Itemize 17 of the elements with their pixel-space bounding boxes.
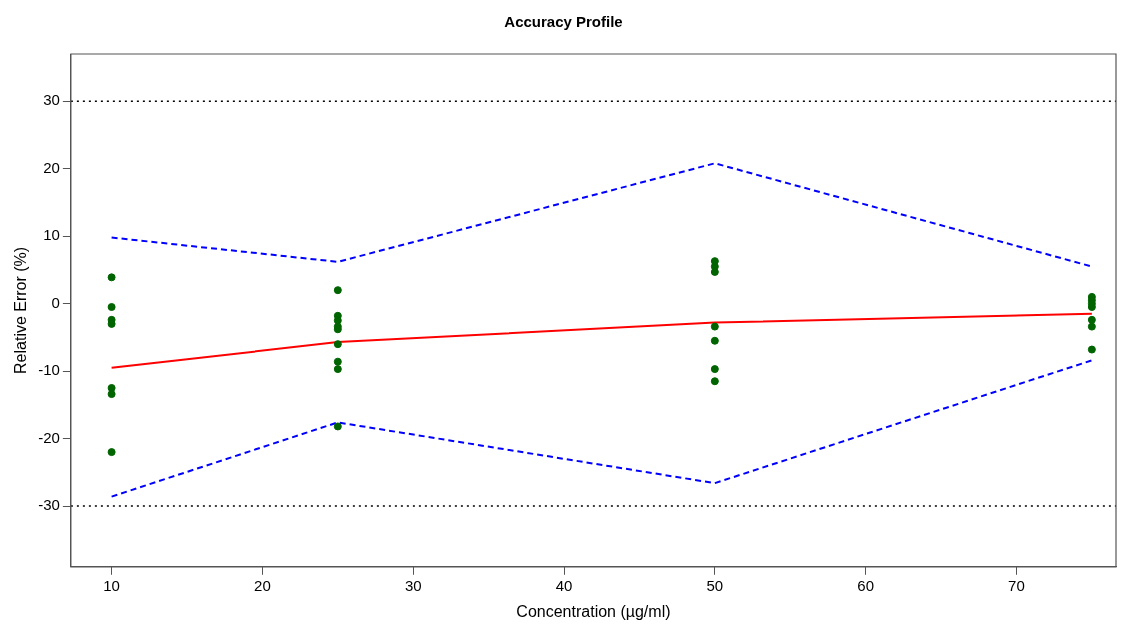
x-tick-label: 30: [404, 576, 422, 594]
y-tick-label: 20: [43, 158, 60, 176]
y-tick-label: 0: [51, 293, 60, 311]
chart-title: Accuracy Profile: [504, 13, 623, 31]
y-axis-title: Relative Error (%): [12, 246, 30, 374]
y-tick-label: -10: [38, 361, 60, 379]
x-tick-label: 10: [103, 576, 120, 594]
x-tick-label: 40: [555, 576, 573, 594]
y-tick-label: -20: [38, 428, 60, 446]
x-tick-label: 70: [1008, 576, 1025, 594]
y-tick-label: 30: [43, 91, 60, 109]
x-tick-label: 60: [857, 576, 874, 594]
x-tick-label: 50: [706, 576, 724, 594]
y-tick-label: -30: [38, 496, 60, 514]
y-tick-label: 10: [43, 226, 60, 244]
x-tick-label: 20: [254, 576, 271, 594]
x-axis-title: Concentration (µg/ml): [516, 602, 671, 620]
